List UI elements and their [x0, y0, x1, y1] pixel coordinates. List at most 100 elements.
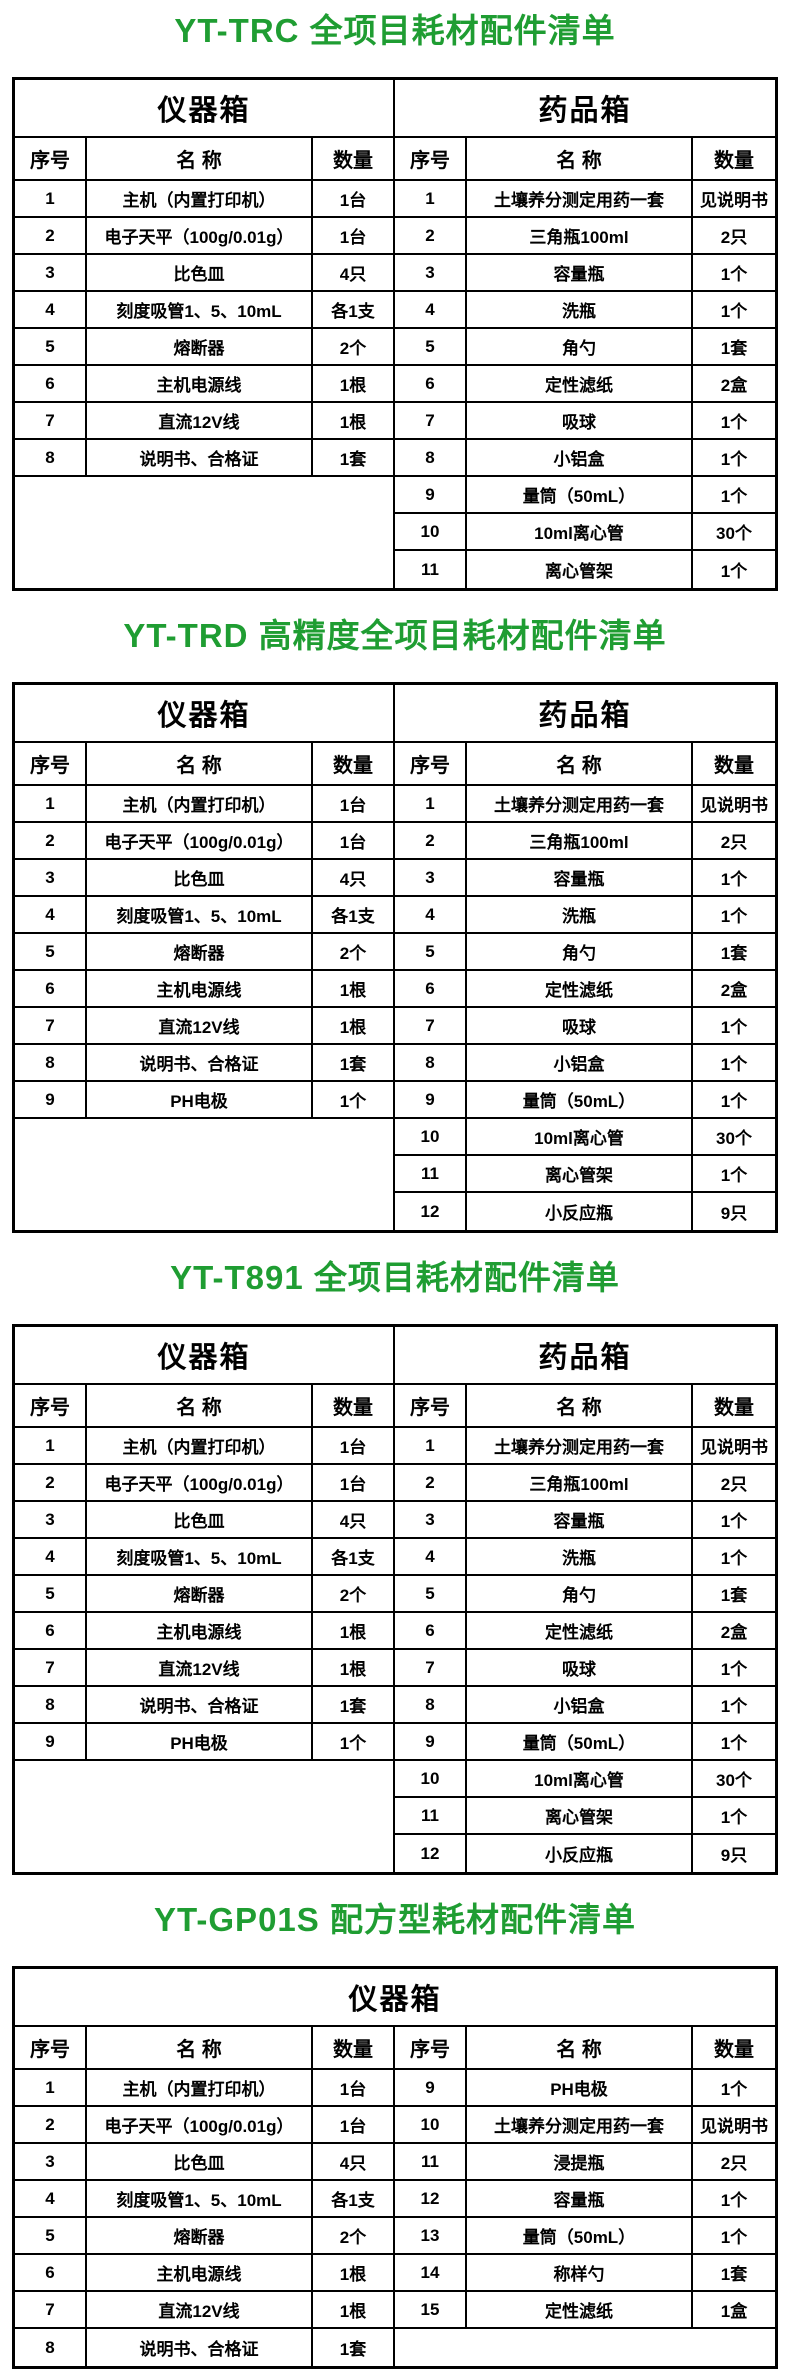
box-header-medicine: 药品箱	[395, 80, 775, 138]
serial-cell: 2	[15, 218, 87, 255]
column-header-no: 序号	[15, 2027, 87, 2070]
serial-cell: 10	[395, 1119, 467, 1156]
quantity-cell: 各1支	[313, 292, 395, 329]
item-name-cell: 说明书、合格证	[87, 1045, 313, 1082]
item-name-cell: 小铝盒	[467, 1045, 693, 1082]
item-name-cell: 比色皿	[87, 2144, 313, 2181]
column-header-qty: 数量	[693, 743, 775, 786]
serial-cell: 1	[395, 1428, 467, 1465]
quantity-cell: 见说明书	[693, 1428, 775, 1465]
quantity-cell: 1台	[313, 786, 395, 823]
item-name-cell: 主机（内置打印机）	[87, 786, 313, 823]
column-header-name: 名 称	[87, 743, 313, 786]
quantity-cell: 2只	[693, 2144, 775, 2181]
item-name-cell: 电子天平（100g/0.01g）	[87, 823, 313, 860]
column-header-qty: 数量	[313, 2027, 395, 2070]
serial-cell: 5	[395, 1576, 467, 1613]
serial-cell: 4	[15, 1539, 87, 1576]
quantity-cell: 1个	[313, 1724, 395, 1761]
item-name-cell: 土壤养分测定用药一套	[467, 1428, 693, 1465]
serial-cell: 7	[15, 1008, 87, 1045]
quantity-cell: 1根	[313, 971, 395, 1008]
serial-cell: 8	[15, 1045, 87, 1082]
serial-cell: 8	[395, 440, 467, 477]
quantity-cell: 1套	[313, 2329, 395, 2366]
item-name-cell: 容量瓶	[467, 255, 693, 292]
column-header-name: 名 称	[467, 1385, 693, 1428]
box-header-instrument: 仪器箱	[15, 80, 395, 138]
item-name-cell: 主机电源线	[87, 1613, 313, 1650]
item-name-cell: 三角瓶100ml	[467, 823, 693, 860]
quantity-cell: 9只	[720, 1846, 748, 1865]
quantity-cell: 1根	[313, 403, 395, 440]
serial-cell: 6	[395, 971, 467, 1008]
serial-cell: 3	[395, 1502, 467, 1539]
serial-cell: 5	[15, 1576, 87, 1613]
item-name-cell: 电子天平（100g/0.01g）	[87, 2107, 313, 2144]
item-name-cell: 直流12V线	[87, 1008, 313, 1045]
serial-cell: 1	[15, 786, 87, 823]
serial-cell: 2	[395, 823, 467, 860]
quantity-cell: 见说明书	[693, 786, 775, 823]
quantity-cell: 1台	[313, 181, 395, 218]
quantity-cell: 2只	[693, 218, 775, 255]
item-name-cell: 量筒（50mL）	[467, 2218, 693, 2255]
column-header-no: 序号	[15, 138, 87, 181]
quantity-cell: 1台	[313, 2107, 395, 2144]
item-name-cell: 土壤养分测定用药一套	[467, 181, 693, 218]
column-header-name: 名 称	[87, 1385, 313, 1428]
quantity-cell: 见说明书	[693, 181, 775, 218]
item-name-cell: 说明书、合格证	[87, 440, 313, 477]
serial-cell: 5	[395, 934, 467, 971]
quantity-cell: 2只	[693, 1465, 775, 1502]
column-header-qty: 数量	[313, 743, 395, 786]
serial-cell: 3	[395, 860, 467, 897]
column-header-qty: 数量	[313, 1385, 395, 1428]
parts-table: 仪器箱 药品箱 序号名 称数量 序号名 称数量 1 主机（内置打印机） 1台 1 土壤养分测定用…	[12, 77, 778, 591]
quantity-cell: 2盒	[693, 971, 775, 1008]
quantity-cell: 1个	[693, 1687, 775, 1724]
serial-cell: 9	[395, 2070, 467, 2107]
item-name-cell: 称样勺	[467, 2255, 693, 2292]
item-name-cell: 定性滤纸	[467, 1613, 693, 1650]
serial-cell: 8	[15, 2329, 87, 2366]
serial-cell: 1	[395, 181, 467, 218]
quantity-cell: 2盒	[693, 366, 775, 403]
section-title: YT-TRC 全项目耗材配件清单	[174, 12, 616, 49]
item-name-cell: 吸球	[467, 403, 693, 440]
quantity-cell: 1个	[693, 1156, 775, 1193]
serial-cell: 6	[15, 2255, 87, 2292]
serial-cell: 10	[395, 2107, 467, 2144]
quantity-cell: 30个	[693, 1761, 775, 1798]
item-name-cell: 比色皿	[87, 1502, 313, 1539]
serial-cell: 7	[395, 403, 467, 440]
item-name-cell: 土壤养分测定用药一套	[467, 786, 693, 823]
item-name-cell: 定性滤纸	[467, 2292, 693, 2329]
item-name-cell: 说明书、合格证	[87, 2329, 313, 2366]
quantity-cell: 1套	[693, 934, 775, 971]
serial-cell: 4	[15, 2181, 87, 2218]
item-name-cell: 刻度吸管1、5、10mL	[87, 897, 313, 934]
item-name-cell: PH电极	[467, 2070, 693, 2107]
parts-table: 仪器箱 药品箱 序号名 称数量 序号名 称数量 1 主机（内置打印机） 1台 1 土壤养分测定用…	[12, 1324, 778, 1875]
column-header-no: 序号	[395, 1385, 467, 1428]
serial-cell: 3	[395, 255, 467, 292]
item-name-cell: 直流12V线	[87, 403, 313, 440]
quantity-cell: 1个	[693, 403, 775, 440]
quantity-cell: 30个	[693, 514, 775, 551]
quantity-cell: 1台	[313, 1465, 395, 1502]
item-name-cell: 说明书、合格证	[87, 1687, 313, 1724]
quantity-cell: 1盒	[693, 2292, 775, 2329]
quantity-cell: 1套	[313, 1687, 395, 1724]
quantity-cell: 1个	[693, 2218, 775, 2255]
serial-cell: 9	[15, 1082, 87, 1119]
quantity-cell: 1个	[693, 292, 775, 329]
serial-cell: 12	[395, 2181, 467, 2218]
serial-cell: 8	[395, 1687, 467, 1724]
serial-cell: 8	[15, 1687, 87, 1724]
item-name-cell: 浸提瓶	[467, 2144, 693, 2181]
quantity-cell: 1个	[313, 1082, 395, 1119]
item-name-cell: 量筒（50mL）	[467, 1082, 693, 1119]
quantity-cell: 1台	[313, 1428, 395, 1465]
serial-cell: 1	[15, 2070, 87, 2107]
